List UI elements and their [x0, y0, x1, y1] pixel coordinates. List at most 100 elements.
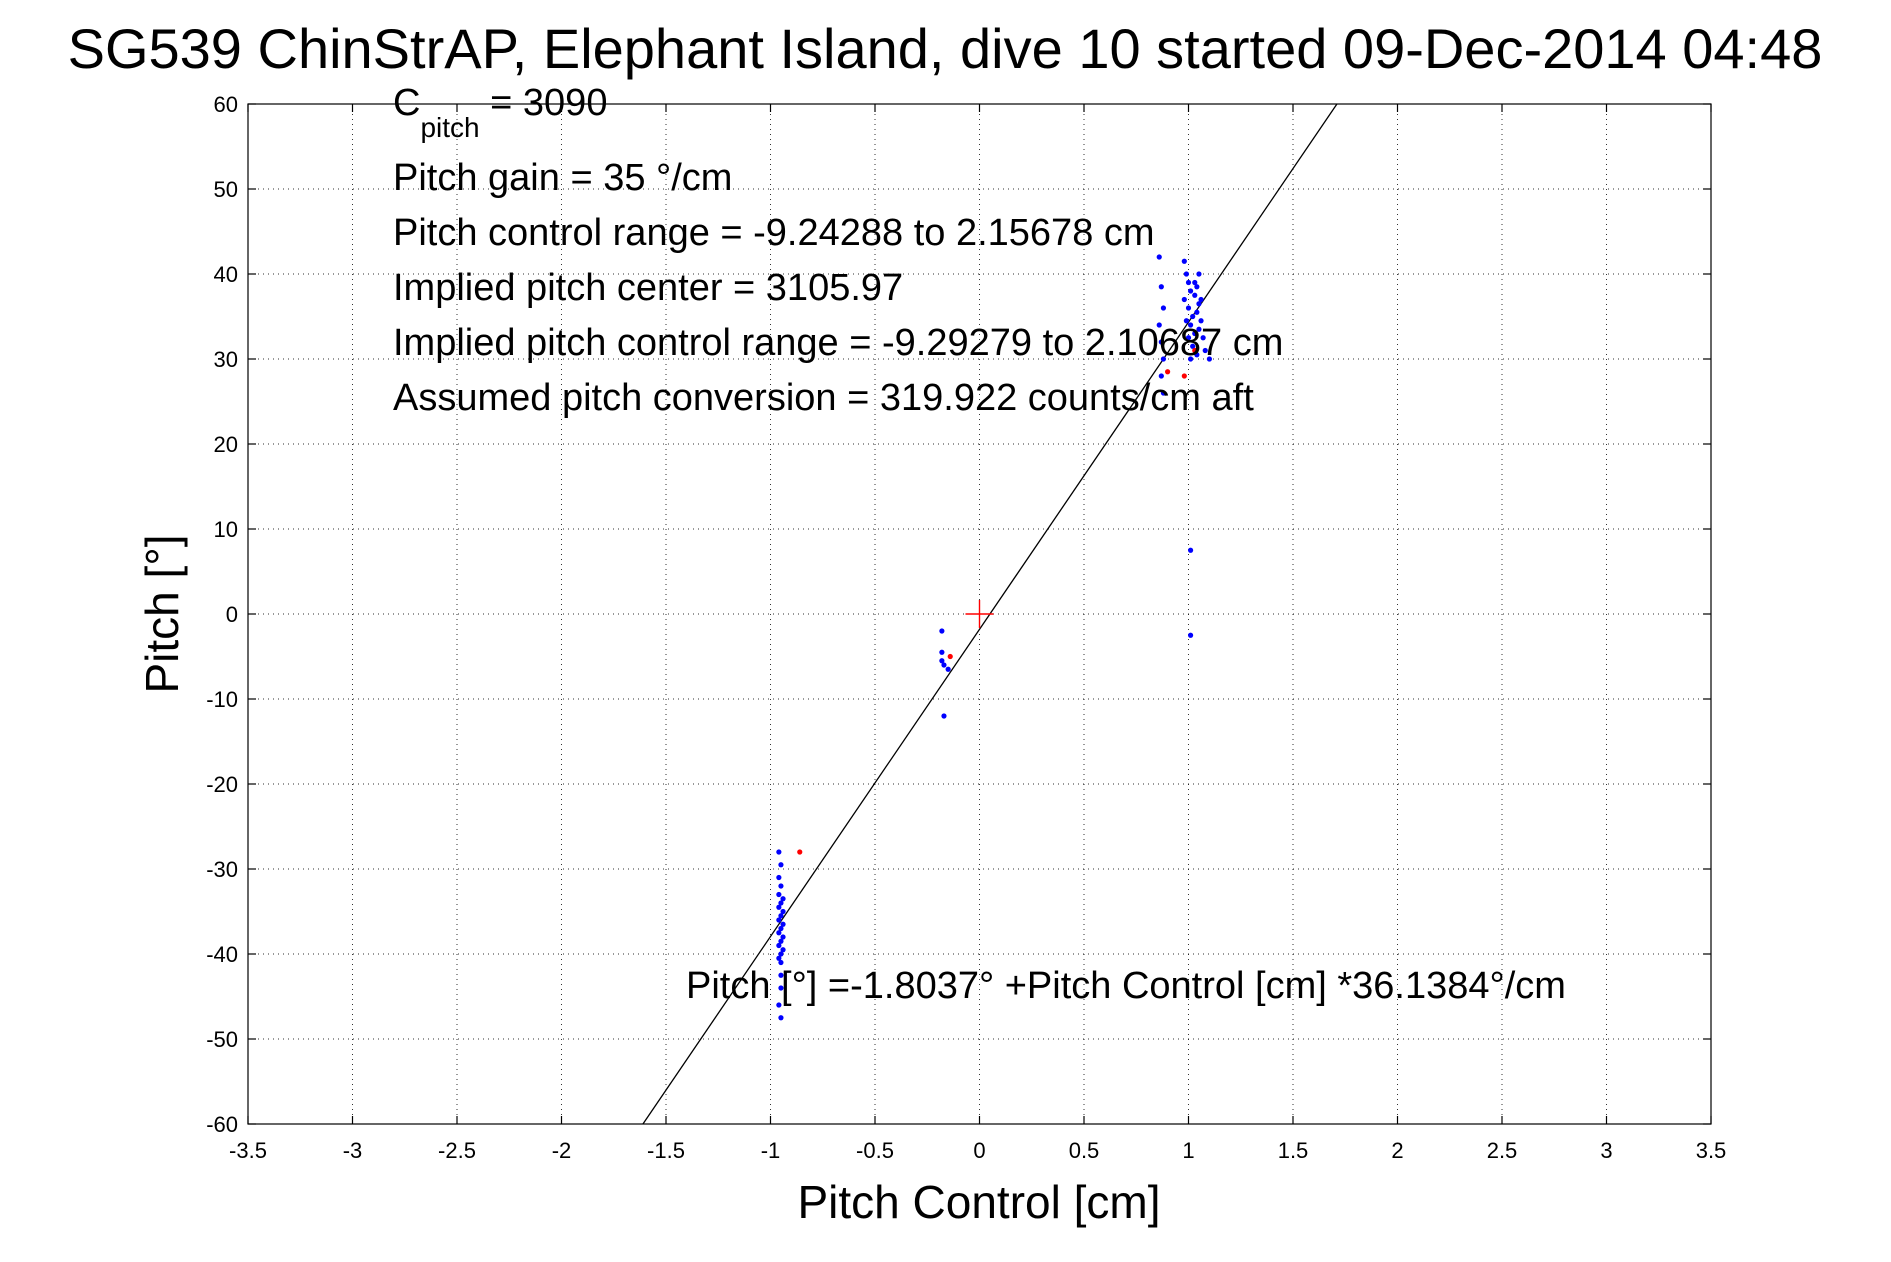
y-tick-label: 60: [214, 92, 238, 117]
data-point: [1160, 356, 1167, 362]
x-tick-label: 2.5: [1487, 1138, 1518, 1163]
data-point: [1187, 547, 1194, 553]
x-tick-label: 1: [1182, 1138, 1194, 1163]
annotation-c-pitch-value: = 3090: [480, 82, 608, 124]
x-tick-label: 0.5: [1069, 1138, 1100, 1163]
data-point: [1187, 288, 1194, 294]
data-point: [1185, 305, 1192, 311]
y-tick-label: -40: [206, 942, 238, 967]
x-tick-label: -1: [761, 1138, 781, 1163]
x-axis-label: Pitch Control [cm]: [798, 1176, 1161, 1228]
annotation-control-range: Pitch control range = -9.24288 to 2.1567…: [393, 212, 1155, 254]
x-tick-label: 3: [1600, 1138, 1612, 1163]
data-point: [1158, 373, 1164, 379]
data-point: [778, 951, 784, 957]
data-point-red: [797, 849, 803, 855]
data-point: [1196, 271, 1202, 277]
data-point: [776, 1002, 782, 1008]
data-point: [1196, 326, 1202, 332]
y-tick-label: -10: [206, 687, 238, 712]
data-point: [776, 874, 782, 881]
data-point: [1196, 301, 1202, 307]
data-point: [778, 985, 784, 991]
data-point: [778, 900, 784, 906]
data-point: [945, 666, 951, 672]
data-point: [1200, 335, 1206, 341]
data-point: [1192, 292, 1198, 298]
data-point: [776, 917, 782, 923]
data-point: [778, 959, 784, 966]
x-tick-label: 1.5: [1278, 1138, 1309, 1163]
data-point: [778, 1015, 784, 1021]
data-point: [1190, 343, 1196, 349]
x-tick-label: -0.5: [856, 1138, 894, 1163]
data-point: [778, 883, 784, 889]
data-point: [1194, 352, 1200, 358]
annotation-fit-equation: Pitch [°] =-1.8037° +Pitch Control [cm] …: [686, 965, 1566, 1007]
annotation-conversion: Assumed pitch conversion = 319.922 count…: [393, 377, 1254, 419]
x-tick-label: 2: [1391, 1138, 1403, 1163]
chart-title: SG539 ChinStrAP, Elephant Island, dive 1…: [68, 17, 1823, 80]
data-point: [1190, 313, 1196, 320]
x-tick-label: -3.5: [229, 1138, 267, 1163]
annotation-pitch-gain: Pitch gain = 35 °/cm: [393, 157, 732, 199]
data-points: [776, 254, 1212, 1021]
x-tick-label: -2: [552, 1138, 572, 1163]
y-tick-label: 20: [214, 432, 238, 457]
data-point: [778, 972, 784, 978]
data-point: [941, 713, 947, 719]
data-point: [776, 955, 782, 961]
y-tick-label: 0: [226, 602, 238, 627]
x-tick-label: -1.5: [647, 1138, 685, 1163]
annotation-implied-range: Implied pitch control range = -9.29279 t…: [393, 322, 1283, 364]
data-point: [1192, 330, 1198, 337]
data-point-red: [1181, 373, 1187, 379]
x-tick-label: 0: [973, 1138, 985, 1163]
data-point: [776, 904, 782, 910]
data-point: [776, 891, 782, 898]
data-point: [780, 934, 786, 940]
data-point: [1206, 356, 1212, 362]
data-point: [1183, 271, 1190, 277]
y-tick-label: -60: [206, 1112, 238, 1137]
data-point-red: [1192, 347, 1198, 354]
data-point: [1194, 284, 1200, 290]
center-marker: [965, 600, 994, 628]
data-point: [1160, 390, 1167, 396]
y-tick-label: -50: [206, 1027, 238, 1052]
data-point-red: [947, 653, 953, 660]
data-point: [1185, 279, 1192, 286]
y-tick-label: -20: [206, 772, 238, 797]
annotation-c-pitch: Cpitch = 3090: [393, 82, 607, 143]
data-point: [1181, 296, 1187, 303]
data-point: [776, 942, 782, 949]
data-point: [1160, 305, 1167, 311]
y-tick-label: -30: [206, 857, 238, 882]
y-axis-label: Pitch [°]: [136, 534, 188, 693]
data-point: [778, 938, 784, 944]
data-point: [1187, 322, 1194, 328]
y-tick-label: 50: [214, 177, 238, 202]
data-point: [1198, 318, 1204, 324]
y-axis: 60 50 40 30 20 10 0 -10 -20 -30 -40 -50 -60: [206, 92, 1711, 1137]
data-point: [939, 649, 945, 655]
data-point: [776, 930, 782, 936]
data-point: [780, 896, 786, 902]
data-point: [1156, 254, 1162, 260]
x-axis: -3.5 -3 -2.5 -2 -1.5 -1 -0.5 0 0.5 1 1.5 2 2.5 3 3.5: [229, 104, 1726, 1163]
data-point: [778, 862, 784, 868]
x-tick-label: 3.5: [1696, 1138, 1727, 1163]
annotation-c-pitch-sub: pitch: [420, 112, 479, 143]
data-point: [780, 921, 786, 927]
data-point: [1183, 318, 1190, 324]
grid: [248, 104, 1711, 1124]
data-point: [1158, 339, 1164, 345]
data-point: [1187, 356, 1194, 362]
y-tick-label: 30: [214, 347, 238, 372]
data-point: [1192, 279, 1198, 286]
data-point: [1185, 335, 1192, 341]
data-point: [778, 913, 784, 919]
data-point: [939, 628, 945, 634]
data-point: [1202, 347, 1208, 354]
